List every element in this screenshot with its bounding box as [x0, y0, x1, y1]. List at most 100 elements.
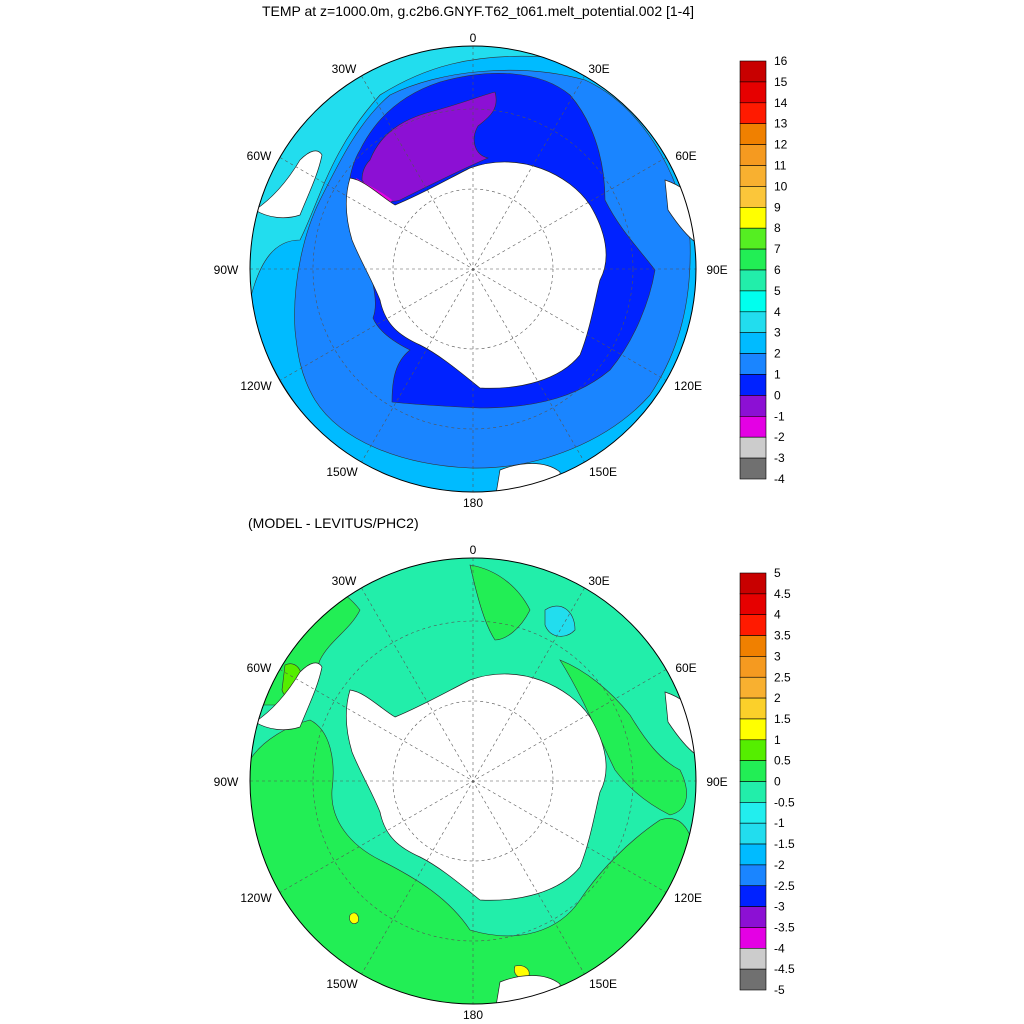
colorbar-swatch — [739, 760, 767, 782]
lon-label: 30W — [332, 574, 357, 588]
lon-label: 0 — [470, 31, 477, 45]
colorbar-swatch — [739, 968, 767, 991]
colorbar-tick-label: 12 — [774, 138, 788, 152]
colorbar-tick-label: -2 — [774, 430, 785, 444]
colorbar-tick-label: -2 — [774, 858, 785, 872]
colorbar: 5 4.5 4 3.5 3 2.5 2 1.5 1 0.5 0 -0.5 -1 -1.5 -2 -2.5 -3 -… — [739, 566, 795, 997]
lon-label: 90W — [214, 775, 239, 789]
colorbar-swatch — [739, 165, 767, 187]
colorbar-tick-label: 1 — [774, 733, 781, 747]
colorbar-tick-label: 5 — [774, 566, 781, 580]
colorbar-tick-label: 11 — [774, 159, 787, 173]
colorbar-swatch — [739, 395, 767, 417]
difference-panel: (MODEL - LEVITUS/PHC2) — [214, 515, 795, 1022]
lon-label: 180 — [463, 1008, 483, 1022]
graticule — [250, 46, 696, 492]
colorbar-swatch — [739, 635, 767, 657]
colorbar-swatch — [739, 269, 767, 292]
colorbar-swatch — [739, 843, 767, 866]
lon-label: 90E — [706, 263, 727, 277]
colorbar-swatch — [739, 207, 767, 229]
south-america-landmass — [254, 150, 323, 219]
colorbar-tick-label: 0 — [774, 388, 781, 402]
graticule — [250, 558, 696, 1004]
colorbar-swatch — [739, 676, 767, 699]
colorbar-swatch — [739, 947, 767, 970]
colorbar-swatch — [739, 311, 767, 333]
lon-label: 150W — [326, 465, 358, 479]
colorbar-swatch — [739, 144, 767, 166]
colorbar-tick-label: 1 — [774, 368, 781, 382]
polar-map — [250, 46, 696, 492]
colorbar-swatch — [739, 415, 767, 438]
colorbar-tick-label: -5 — [774, 983, 785, 997]
colorbar-swatch — [739, 906, 767, 928]
colorbar-tick-label: -3 — [774, 900, 785, 914]
colorbar-swatch — [739, 436, 767, 459]
lon-label: 120W — [240, 891, 272, 905]
colorbar-tick-label: 14 — [774, 96, 788, 110]
colorbar-tick-label: -3 — [774, 451, 785, 465]
colorbar-tick-label: 15 — [774, 75, 788, 89]
lon-label: 90W — [214, 263, 239, 277]
band-0-0.5 — [250, 719, 696, 1004]
colorbar-tick-label: 2 — [774, 691, 781, 705]
colorbar-tick-label: 8 — [774, 221, 781, 235]
colorbar-swatch — [739, 927, 767, 949]
colorbar-tick-label: -4 — [774, 472, 785, 486]
colorbar-tick-label: 2 — [774, 347, 781, 361]
colorbar-tick-label: 1.5 — [774, 712, 791, 726]
colorbar-swatch — [739, 781, 767, 803]
lon-label: 60W — [247, 661, 272, 675]
colorbar-tick-label: 9 — [774, 200, 781, 214]
lon-label: 0 — [470, 543, 477, 557]
colorbar-tick-label: -1 — [774, 816, 785, 830]
colorbar-swatch — [739, 885, 767, 907]
colorbar-swatch — [739, 593, 767, 615]
colorbar-tick-label: -1.5 — [774, 837, 795, 851]
colorbar-swatch — [739, 332, 767, 354]
colorbar-swatch — [739, 802, 767, 824]
lon-label: 30W — [332, 62, 357, 76]
colorbar-swatch — [739, 227, 767, 250]
colorbar-tick-label: 3 — [774, 649, 781, 663]
lon-label: 30E — [588, 62, 609, 76]
lon-label: 60W — [247, 149, 272, 163]
colorbar-tick-label: 0 — [774, 775, 781, 789]
map-border — [249, 45, 697, 493]
colorbar-swatch — [739, 864, 767, 887]
colorbar-tick-label: 3 — [774, 326, 781, 340]
longitude-labels: 0 30E 60E 90E 120E 150E 180 150W 120W 90… — [214, 543, 728, 1022]
colorbar-swatch — [739, 457, 767, 480]
colorbar-swatch — [739, 60, 767, 83]
band-0-0.5 — [469, 564, 531, 641]
colorbar-swatch — [739, 614, 767, 636]
colorbar-tick-label: 5 — [774, 284, 781, 298]
band-minus1-minus0.5 — [544, 605, 576, 637]
lon-label: 30E — [588, 574, 609, 588]
colorbar-tick-label: 4.5 — [774, 587, 791, 601]
new-zealand-edge-landmass — [494, 975, 561, 1004]
colorbar-swatch — [739, 290, 767, 313]
colorbar-tick-label: -2.5 — [774, 879, 795, 893]
lon-label: 150E — [589, 465, 617, 479]
lon-label: 120E — [674, 891, 702, 905]
colorbar-tick-label: 16 — [774, 54, 788, 68]
south-america-landmass — [254, 662, 323, 731]
map-border — [249, 557, 697, 1005]
lon-label: 150W — [326, 977, 358, 991]
longitude-labels: 0 30E 60E 90E 120E 150E 180 150W 120W 90… — [214, 31, 728, 510]
colorbar-swatch — [739, 374, 767, 396]
colorbar-tick-label: 7 — [774, 242, 781, 256]
lon-label: 60E — [675, 149, 696, 163]
band-1-1.5 — [349, 912, 359, 924]
colorbar-swatch — [739, 718, 767, 741]
lon-label: 120W — [240, 379, 272, 393]
colorbar-tick-label: -0.5 — [774, 795, 795, 809]
lon-label: 120E — [674, 379, 702, 393]
colorbar-swatch — [739, 656, 767, 678]
colorbar-tick-label: 6 — [774, 263, 781, 277]
lon-label: 150E — [589, 977, 617, 991]
